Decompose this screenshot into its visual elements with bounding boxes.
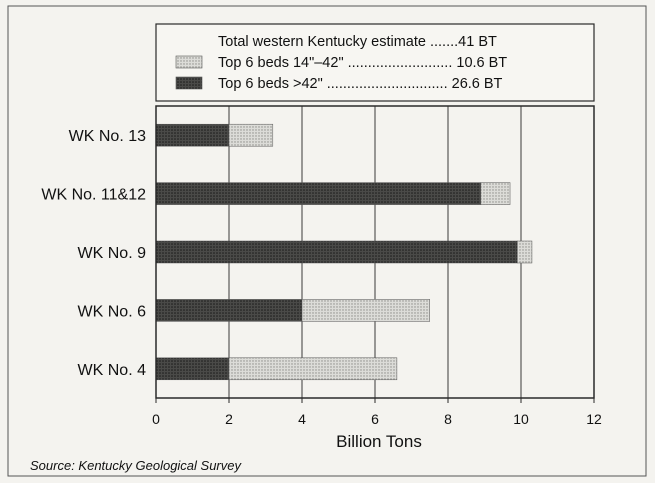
bar-segment-gt42 (155, 357, 230, 381)
x-axis-title: Billion Tons (336, 432, 422, 451)
legend-box (155, 23, 595, 102)
x-tick-label: 8 (444, 411, 452, 427)
bar-segment-14-42 (228, 123, 274, 147)
bar-segment-gt42 (155, 240, 518, 264)
bar-segment-gt42 (155, 123, 230, 147)
bar-segment-14-42 (301, 299, 430, 322)
bar-segment-gt42 (155, 299, 303, 322)
x-tick-label: 10 (513, 411, 529, 427)
legend-swatch-14-42 (175, 55, 203, 69)
bar-segment-14-42 (517, 240, 533, 264)
x-axis: 0 2 4 6 8 10 12 Billion Tons (152, 398, 602, 451)
bar-segment-14-42 (228, 357, 398, 381)
legend-total-line: Total western Kentucky estimate .......4… (218, 34, 497, 50)
category-label: WK No. 4 (78, 362, 147, 379)
legend: Total western Kentucky estimate .......4… (155, 23, 595, 102)
bars (155, 105, 595, 399)
outer-frame (7, 5, 647, 477)
x-tick-label: 6 (371, 411, 379, 427)
category-label: WK No. 9 (78, 245, 147, 262)
x-tick-label: 12 (586, 411, 602, 427)
legend-entry-label: Top 6 beds 14"–42" .....................… (218, 55, 507, 71)
x-tick-label: 2 (225, 411, 233, 427)
category-label: WK No. 6 (78, 303, 147, 320)
category-label: WK No. 13 (69, 128, 146, 145)
bar-segment-14-42 (480, 182, 511, 205)
legend-entry-label: Top 6 beds >42" ........................… (218, 76, 503, 92)
source-note: Source: Kentucky Geological Survey (30, 458, 241, 473)
category-label: WK No. 11&12 (41, 187, 146, 204)
bar-segment-gt42 (155, 182, 482, 205)
x-tick-label: 4 (298, 411, 306, 427)
legend-swatch-gt42 (175, 76, 203, 90)
category-labels: WK No. 13 WK No. 11&12 WK No. 9 WK No. 6 WK … (41, 128, 146, 379)
x-tick-label: 0 (152, 411, 160, 427)
